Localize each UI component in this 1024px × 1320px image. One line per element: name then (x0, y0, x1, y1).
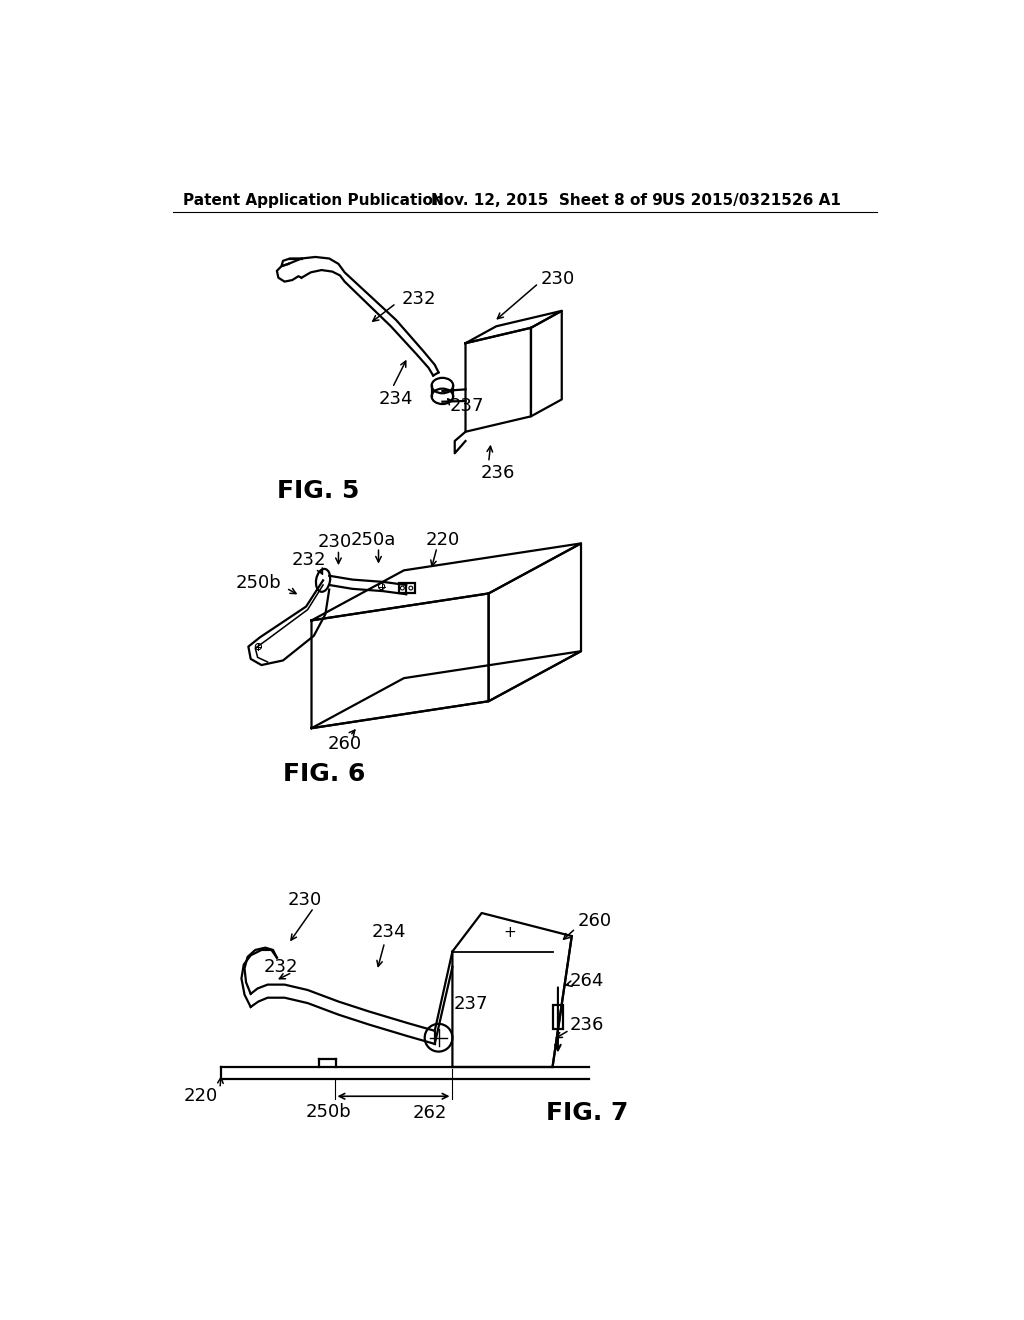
Text: +: + (504, 925, 516, 940)
Text: Nov. 12, 2015  Sheet 8 of 9: Nov. 12, 2015 Sheet 8 of 9 (431, 193, 663, 209)
Text: 236: 236 (481, 463, 515, 482)
Text: 234: 234 (379, 389, 413, 408)
Text: 234: 234 (372, 923, 406, 941)
Ellipse shape (316, 569, 330, 591)
Text: 232: 232 (401, 290, 436, 309)
Text: 220: 220 (425, 531, 460, 549)
Text: 236: 236 (569, 1015, 604, 1034)
Text: 232: 232 (264, 958, 298, 975)
Text: FIG. 7: FIG. 7 (547, 1101, 629, 1125)
FancyBboxPatch shape (398, 582, 416, 594)
Text: 230: 230 (317, 533, 351, 550)
Text: US 2015/0321526 A1: US 2015/0321526 A1 (662, 193, 841, 209)
Text: FIG. 6: FIG. 6 (283, 763, 366, 787)
Circle shape (425, 1024, 453, 1052)
Text: 250a: 250a (350, 531, 396, 549)
Ellipse shape (432, 378, 454, 393)
Text: 250b: 250b (305, 1102, 351, 1121)
Text: 262: 262 (412, 1105, 446, 1122)
Text: 260: 260 (578, 912, 611, 929)
Text: 260: 260 (328, 735, 361, 752)
Text: 237: 237 (451, 397, 484, 416)
Text: 232: 232 (292, 552, 327, 569)
Bar (553, 1006, 563, 1028)
Text: Patent Application Publication: Patent Application Publication (183, 193, 443, 209)
Text: 237: 237 (454, 995, 488, 1012)
Text: 220: 220 (183, 1088, 217, 1105)
Text: 250b: 250b (236, 574, 282, 593)
Text: 264: 264 (569, 972, 604, 990)
Text: FIG. 5: FIG. 5 (276, 479, 359, 503)
Text: 230: 230 (288, 891, 322, 909)
Text: 230: 230 (541, 271, 575, 288)
